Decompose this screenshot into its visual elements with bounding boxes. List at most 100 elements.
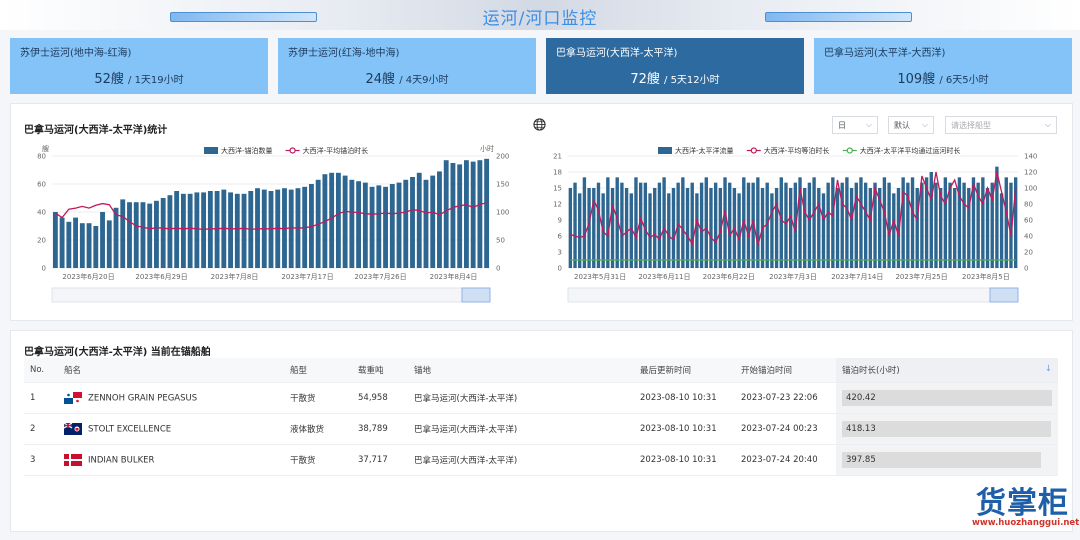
ship-name-text: INDIAN BULKER xyxy=(88,455,155,466)
row-type: 干散货 xyxy=(284,444,352,476)
canal-card-suez-red-med[interactable]: 苏伊士运河(红海-地中海) 24艘 / 4天9小时 xyxy=(278,38,536,94)
x-tick-label: 2023年6月20日 xyxy=(62,272,114,281)
bar xyxy=(910,177,915,268)
y-tick-label: 12 xyxy=(553,201,562,209)
row-ship-name[interactable]: STOLT EXCELLENCE xyxy=(58,413,284,445)
sort-down-icon[interactable]: ↓ xyxy=(1044,364,1052,374)
row-dwt: 37,717 xyxy=(352,444,408,476)
legend-swatch xyxy=(846,147,853,154)
denmark-flag-icon xyxy=(64,454,82,466)
bar xyxy=(765,182,769,268)
hours-value: 397.85 xyxy=(846,455,876,465)
series-line xyxy=(55,202,487,231)
bar xyxy=(180,193,186,268)
bar xyxy=(887,182,891,268)
bar xyxy=(943,177,948,268)
bar xyxy=(73,217,79,268)
bar xyxy=(615,177,619,268)
row-ship-name[interactable]: ZENNOH GRAIN PEGASUS xyxy=(58,382,284,414)
bar xyxy=(403,179,409,268)
y2-tick-label: 0 xyxy=(496,265,500,273)
table-row[interactable]: 1 ZENNOH GRAIN PEGASUS 干散货 54,958 巴拿马运河(… xyxy=(24,382,1058,414)
x-tick-label: 2023年6月22日 xyxy=(703,272,755,281)
y2-tick-label: 200 xyxy=(496,153,509,161)
y-tick-label: 6 xyxy=(558,233,563,241)
col-updated: 最后更新时间 xyxy=(634,358,735,383)
legend-swatch xyxy=(289,147,296,154)
panama-flag-icon xyxy=(64,392,82,404)
bar xyxy=(416,172,422,268)
x-tick-label: 2023年7月8日 xyxy=(211,272,259,281)
ship-name-text: STOLT EXCELLENCE xyxy=(88,424,172,435)
bar xyxy=(52,212,58,268)
legend-label: 大西洋-太平洋平均通过运河时长 xyxy=(860,146,961,155)
bar xyxy=(695,193,699,268)
table-row[interactable]: 3 INDIAN BULKER 干散货 37,717 巴拿马运河(大西洋-太平洋… xyxy=(24,444,1058,476)
hours-value: 420.42 xyxy=(846,393,876,403)
row-updated: 2023-08-10 10:31 xyxy=(634,413,735,445)
bar xyxy=(100,212,105,268)
card-count: 52艘 xyxy=(94,72,124,87)
chart-right: 0 3 6 9 12 15 18 21 0 20 40 60 80 100 120 140 2023年5月31日… xyxy=(553,146,1037,303)
canal-card-suez-med-red[interactable]: 苏伊士运河(地中海-红海) 52艘 / 1天19小时 xyxy=(10,38,268,94)
bar xyxy=(133,202,139,268)
x-tick-label: 2023年8月4日 xyxy=(430,272,478,281)
bar xyxy=(234,193,240,268)
card-name: 苏伊士运河(红海-地中海) xyxy=(288,48,400,59)
bar xyxy=(587,188,591,268)
bar xyxy=(201,192,207,268)
bar xyxy=(981,177,985,268)
bar xyxy=(929,172,933,268)
bar xyxy=(329,172,335,268)
bar xyxy=(573,182,577,268)
bar xyxy=(840,182,844,268)
legend-label: 大西洋-平均锚泊时长 xyxy=(303,146,369,155)
card-name: 苏伊士运河(地中海-红海) xyxy=(20,48,132,59)
row-start: 2023-07-24 00:23 xyxy=(735,413,836,445)
hours-bar: 397.85 xyxy=(842,452,1041,468)
period-select[interactable]: 日 ⌵ xyxy=(832,116,878,134)
canal-card-panama-atl-pac[interactable]: 巴拿马运河(大西洋-太平洋) 72艘 / 5天12小时 xyxy=(546,38,804,94)
row-anchorage: 巴拿马运河(大西洋-太平洋) xyxy=(408,444,634,476)
bar xyxy=(463,160,469,268)
bar xyxy=(349,179,355,268)
mode-select[interactable]: 默认 ⌵ xyxy=(888,116,934,134)
table-header-row: No. 船名 船型 载重吨 锚地 最后更新时间 开始锚泊时间 锚泊时长(小时) ↓ xyxy=(24,358,1058,383)
globe-icon[interactable] xyxy=(533,118,546,131)
card-name: 巴拿马运河(太平洋-大西洋) xyxy=(824,48,946,59)
chevron-down-icon: ⌵ xyxy=(921,120,928,129)
row-type: 液体散货 xyxy=(284,413,352,445)
zoom-track xyxy=(567,287,1019,303)
anchored-ships-table: No. 船名 船型 载重吨 锚地 最后更新时间 开始锚泊时间 锚泊时长(小时) ↓… xyxy=(24,358,1058,476)
y2-tick-label: 40 xyxy=(1024,233,1033,241)
bar xyxy=(356,181,362,268)
bar xyxy=(66,221,72,268)
y-tick-label: 21 xyxy=(553,153,562,161)
card-duration: / 6天5小时 xyxy=(939,75,989,86)
bar xyxy=(920,182,924,268)
bar xyxy=(214,191,220,268)
bar xyxy=(578,193,582,268)
bar xyxy=(1004,177,1008,268)
bar xyxy=(934,182,938,268)
bar xyxy=(484,158,490,268)
y-tick-label: 18 xyxy=(553,169,562,177)
bar xyxy=(140,202,146,268)
y-tick-label: 60 xyxy=(37,181,46,189)
table-row[interactable]: 2 STOLT EXCELLENCE 液体散货 38,789 巴拿马运河(大西洋… xyxy=(24,413,1058,445)
bar xyxy=(938,188,943,268)
bar xyxy=(868,188,873,268)
bar xyxy=(423,179,429,268)
bar xyxy=(756,177,760,268)
bar xyxy=(671,188,676,268)
legend-swatch xyxy=(750,147,757,154)
canal-card-panama-pac-atl[interactable]: 巴拿马运河(太平洋-大西洋) 109艘 / 6天5小时 xyxy=(814,38,1072,94)
y2-tick-label: 100 xyxy=(496,209,509,217)
col-hours[interactable]: 锚泊时长(小时) ↓ xyxy=(836,358,1058,383)
x-tick-label: 2023年7月17日 xyxy=(281,272,333,281)
row-ship-name[interactable]: INDIAN BULKER xyxy=(58,444,284,476)
ship-type-select[interactable]: 请选择船型 ⌵ xyxy=(945,116,1057,134)
bar xyxy=(713,182,718,268)
bar xyxy=(863,182,868,268)
bar xyxy=(896,188,901,268)
